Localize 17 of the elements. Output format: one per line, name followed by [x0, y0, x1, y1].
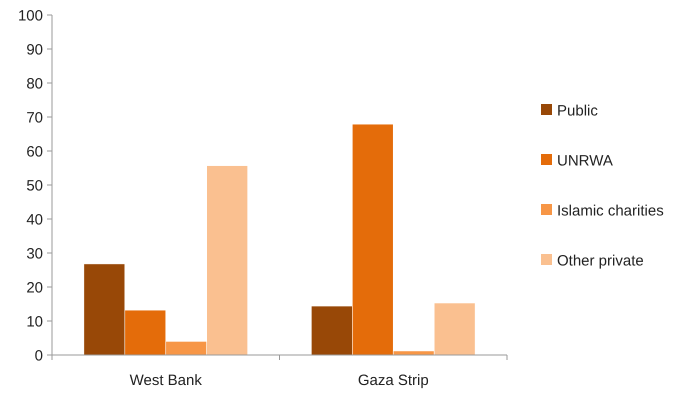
legend-label: UNRWA — [557, 152, 613, 170]
y-tick-label: 0 — [34, 347, 43, 364]
x-tick-label: West Bank — [130, 372, 202, 389]
y-tick-label: 100 — [18, 7, 43, 24]
y-tick-label: 40 — [26, 211, 43, 228]
y-tick-label: 10 — [26, 313, 43, 330]
x-tick-label: Gaza Strip — [358, 372, 429, 389]
legend-label: Other private — [557, 252, 644, 270]
y-tick-label: 70 — [26, 109, 43, 126]
y-tick-label: 50 — [26, 177, 43, 194]
legend-label: Public — [557, 102, 598, 120]
y-tick-label: 80 — [26, 75, 43, 92]
legend-label: Islamic charities — [557, 202, 664, 220]
y-tick-label: 20 — [26, 279, 43, 296]
y-tick-label: 90 — [26, 41, 43, 58]
y-tick-label: 30 — [26, 245, 43, 262]
y-tick-label: 60 — [26, 143, 43, 160]
